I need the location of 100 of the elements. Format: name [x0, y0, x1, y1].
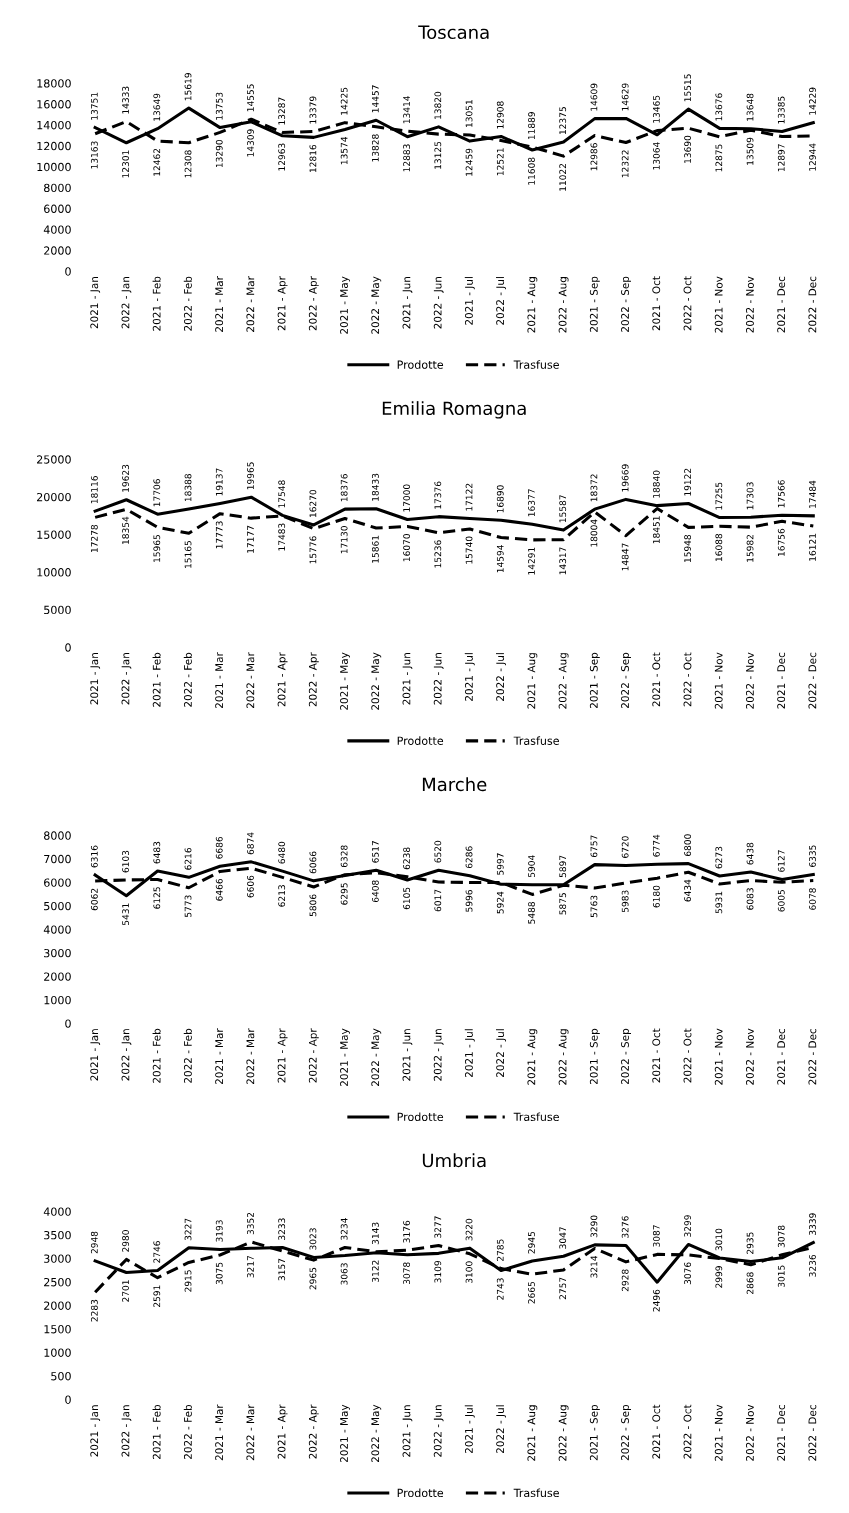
x-tick-label: 2022 - Apr — [308, 652, 319, 707]
y-tick-label: 16000 — [37, 100, 71, 109]
data-label: 19669 — [621, 464, 629, 492]
x-tick-label: 2022 - May — [371, 652, 382, 710]
x-tick-label: 2021 - Oct — [652, 1028, 661, 1083]
data-label: 5983 — [621, 890, 629, 913]
x-tick-label: 2021 - Jul — [464, 653, 475, 701]
data-label: 12963 — [278, 143, 286, 171]
data-label: 6316 — [90, 845, 98, 868]
x-tick-label: 2022 - Feb — [183, 276, 192, 331]
data-label: 17484 — [809, 480, 816, 508]
y-tick-label: 20000 — [37, 492, 71, 502]
data-label: 6520 — [434, 840, 442, 863]
x-tick-label: 2022 - Oct — [683, 276, 692, 331]
data-label: 6105 — [403, 887, 410, 910]
legend-label: Prodotte — [397, 736, 444, 745]
data-label: 3217 — [247, 1256, 254, 1278]
x-tick-label: 2021 - Apr — [277, 1404, 288, 1459]
x-tick-label: 2022 - Sep — [621, 276, 631, 332]
data-label: 12875 — [715, 144, 723, 172]
data-label: 17303 — [746, 482, 754, 510]
data-label: 3010 — [715, 1228, 723, 1251]
data-label: 5431 — [122, 903, 129, 925]
data-label: 3143 — [371, 1222, 379, 1245]
data-label: 6874 — [247, 832, 254, 855]
x-tick-label: 2022 - Dec — [808, 1028, 817, 1085]
x-tick-label: 2021 - Sep — [589, 1404, 600, 1461]
data-label: 14225 — [340, 87, 348, 115]
data-label: 5763 — [590, 895, 598, 918]
x-tick-label: 2021 - May — [340, 1028, 350, 1086]
data-label: 12301 — [122, 150, 129, 178]
y-tick-label: 3000 — [44, 1254, 71, 1263]
chart-title: Toscana — [418, 25, 489, 40]
data-label: 3233 — [278, 1218, 286, 1240]
x-tick-label: 2022 - Nov — [745, 652, 754, 709]
data-label: 17278 — [90, 524, 98, 553]
x-tick-label: 2021 - Jun — [402, 1405, 413, 1457]
data-label: 14629 — [621, 83, 629, 111]
x-tick-label: 2021 - Nov — [714, 1404, 723, 1461]
legend-label: Prodotte — [397, 1488, 444, 1498]
data-label: 5773 — [184, 895, 192, 917]
data-label: 16377 — [528, 489, 535, 517]
data-label: 5997 — [496, 853, 504, 875]
x-tick-label: 2021 - Sep — [589, 276, 600, 332]
y-tick-label: 4000 — [43, 925, 71, 934]
data-label: 6180 — [652, 885, 660, 908]
x-tick-label: 2022 - Aug — [558, 1029, 569, 1085]
data-label: 16890 — [496, 485, 504, 513]
x-tick-label: 2021 - Apr — [277, 1028, 288, 1083]
data-label: 17177 — [247, 525, 254, 553]
data-label: 17255 — [715, 482, 723, 510]
data-label: 6757 — [590, 835, 598, 858]
x-tick-label: 2022 - Jun — [433, 653, 444, 705]
data-label: 11022 — [559, 163, 567, 191]
y-tick-label: 5000 — [44, 605, 71, 615]
x-tick-label: 2022 - Apr — [308, 276, 319, 331]
data-label: 15776 — [309, 536, 317, 564]
data-label: 3109 — [434, 1260, 442, 1283]
x-tick-label: 2022 - Oct — [683, 1404, 692, 1459]
legend-label: Trasfuse — [513, 1488, 559, 1498]
data-label: 18116 — [90, 475, 98, 504]
x-tick-label: 2022 - May — [371, 1404, 382, 1463]
x-tick-label: 2022 - Jan — [121, 1029, 132, 1081]
data-label: 13051 — [465, 100, 473, 127]
x-tick-label: 2022 - Jul — [496, 1029, 507, 1077]
data-label: 5924 — [496, 891, 504, 914]
data-label: 6295 — [340, 883, 348, 905]
data-label: 15236 — [434, 540, 442, 568]
y-tick-label: 7000 — [44, 854, 71, 864]
x-tick-label: 2022 - Jul — [496, 653, 507, 701]
data-label: 13574 — [340, 136, 348, 165]
data-label: 17483 — [278, 523, 286, 551]
y-tick-label: 6000 — [44, 204, 71, 213]
data-label: 6438 — [746, 842, 754, 865]
x-tick-label: 2022 - Nov — [745, 1404, 754, 1461]
x-tick-label: 2021 - Jan — [90, 277, 101, 329]
x-tick-label: 2021 - Apr — [277, 276, 288, 331]
data-label: 13676 — [715, 93, 723, 121]
data-label: 3193 — [215, 1220, 223, 1242]
data-label: 6062 — [90, 888, 98, 911]
x-tick-label: 2022 - Sep — [621, 1028, 631, 1085]
y-tick-label: 1000 — [44, 995, 71, 1005]
x-tick-label: 2021 - Mar — [215, 1028, 224, 1085]
data-label: 6517 — [371, 841, 379, 863]
x-tick-label: 2021 - Dec — [777, 1405, 786, 1461]
y-tick-label: 500 — [51, 1371, 71, 1381]
data-label: 13465 — [652, 95, 660, 123]
y-tick-label: 10000 — [37, 568, 71, 577]
data-label: 14229 — [809, 87, 816, 115]
data-label: 18451 — [652, 516, 660, 544]
y-tick-label: 2000 — [44, 1301, 71, 1310]
x-tick-label: 2021 - Dec — [777, 1028, 786, 1085]
x-tick-label: 2022 - Nov — [745, 1028, 754, 1085]
data-label: 14309 — [247, 129, 254, 157]
y-tick-label: 1500 — [44, 1324, 71, 1334]
data-label: 15587 — [559, 495, 567, 523]
data-label: 14291 — [528, 547, 535, 575]
y-tick-label: 18000 — [37, 79, 71, 88]
data-label: 6335 — [809, 845, 816, 867]
data-label: 6774 — [652, 834, 660, 857]
